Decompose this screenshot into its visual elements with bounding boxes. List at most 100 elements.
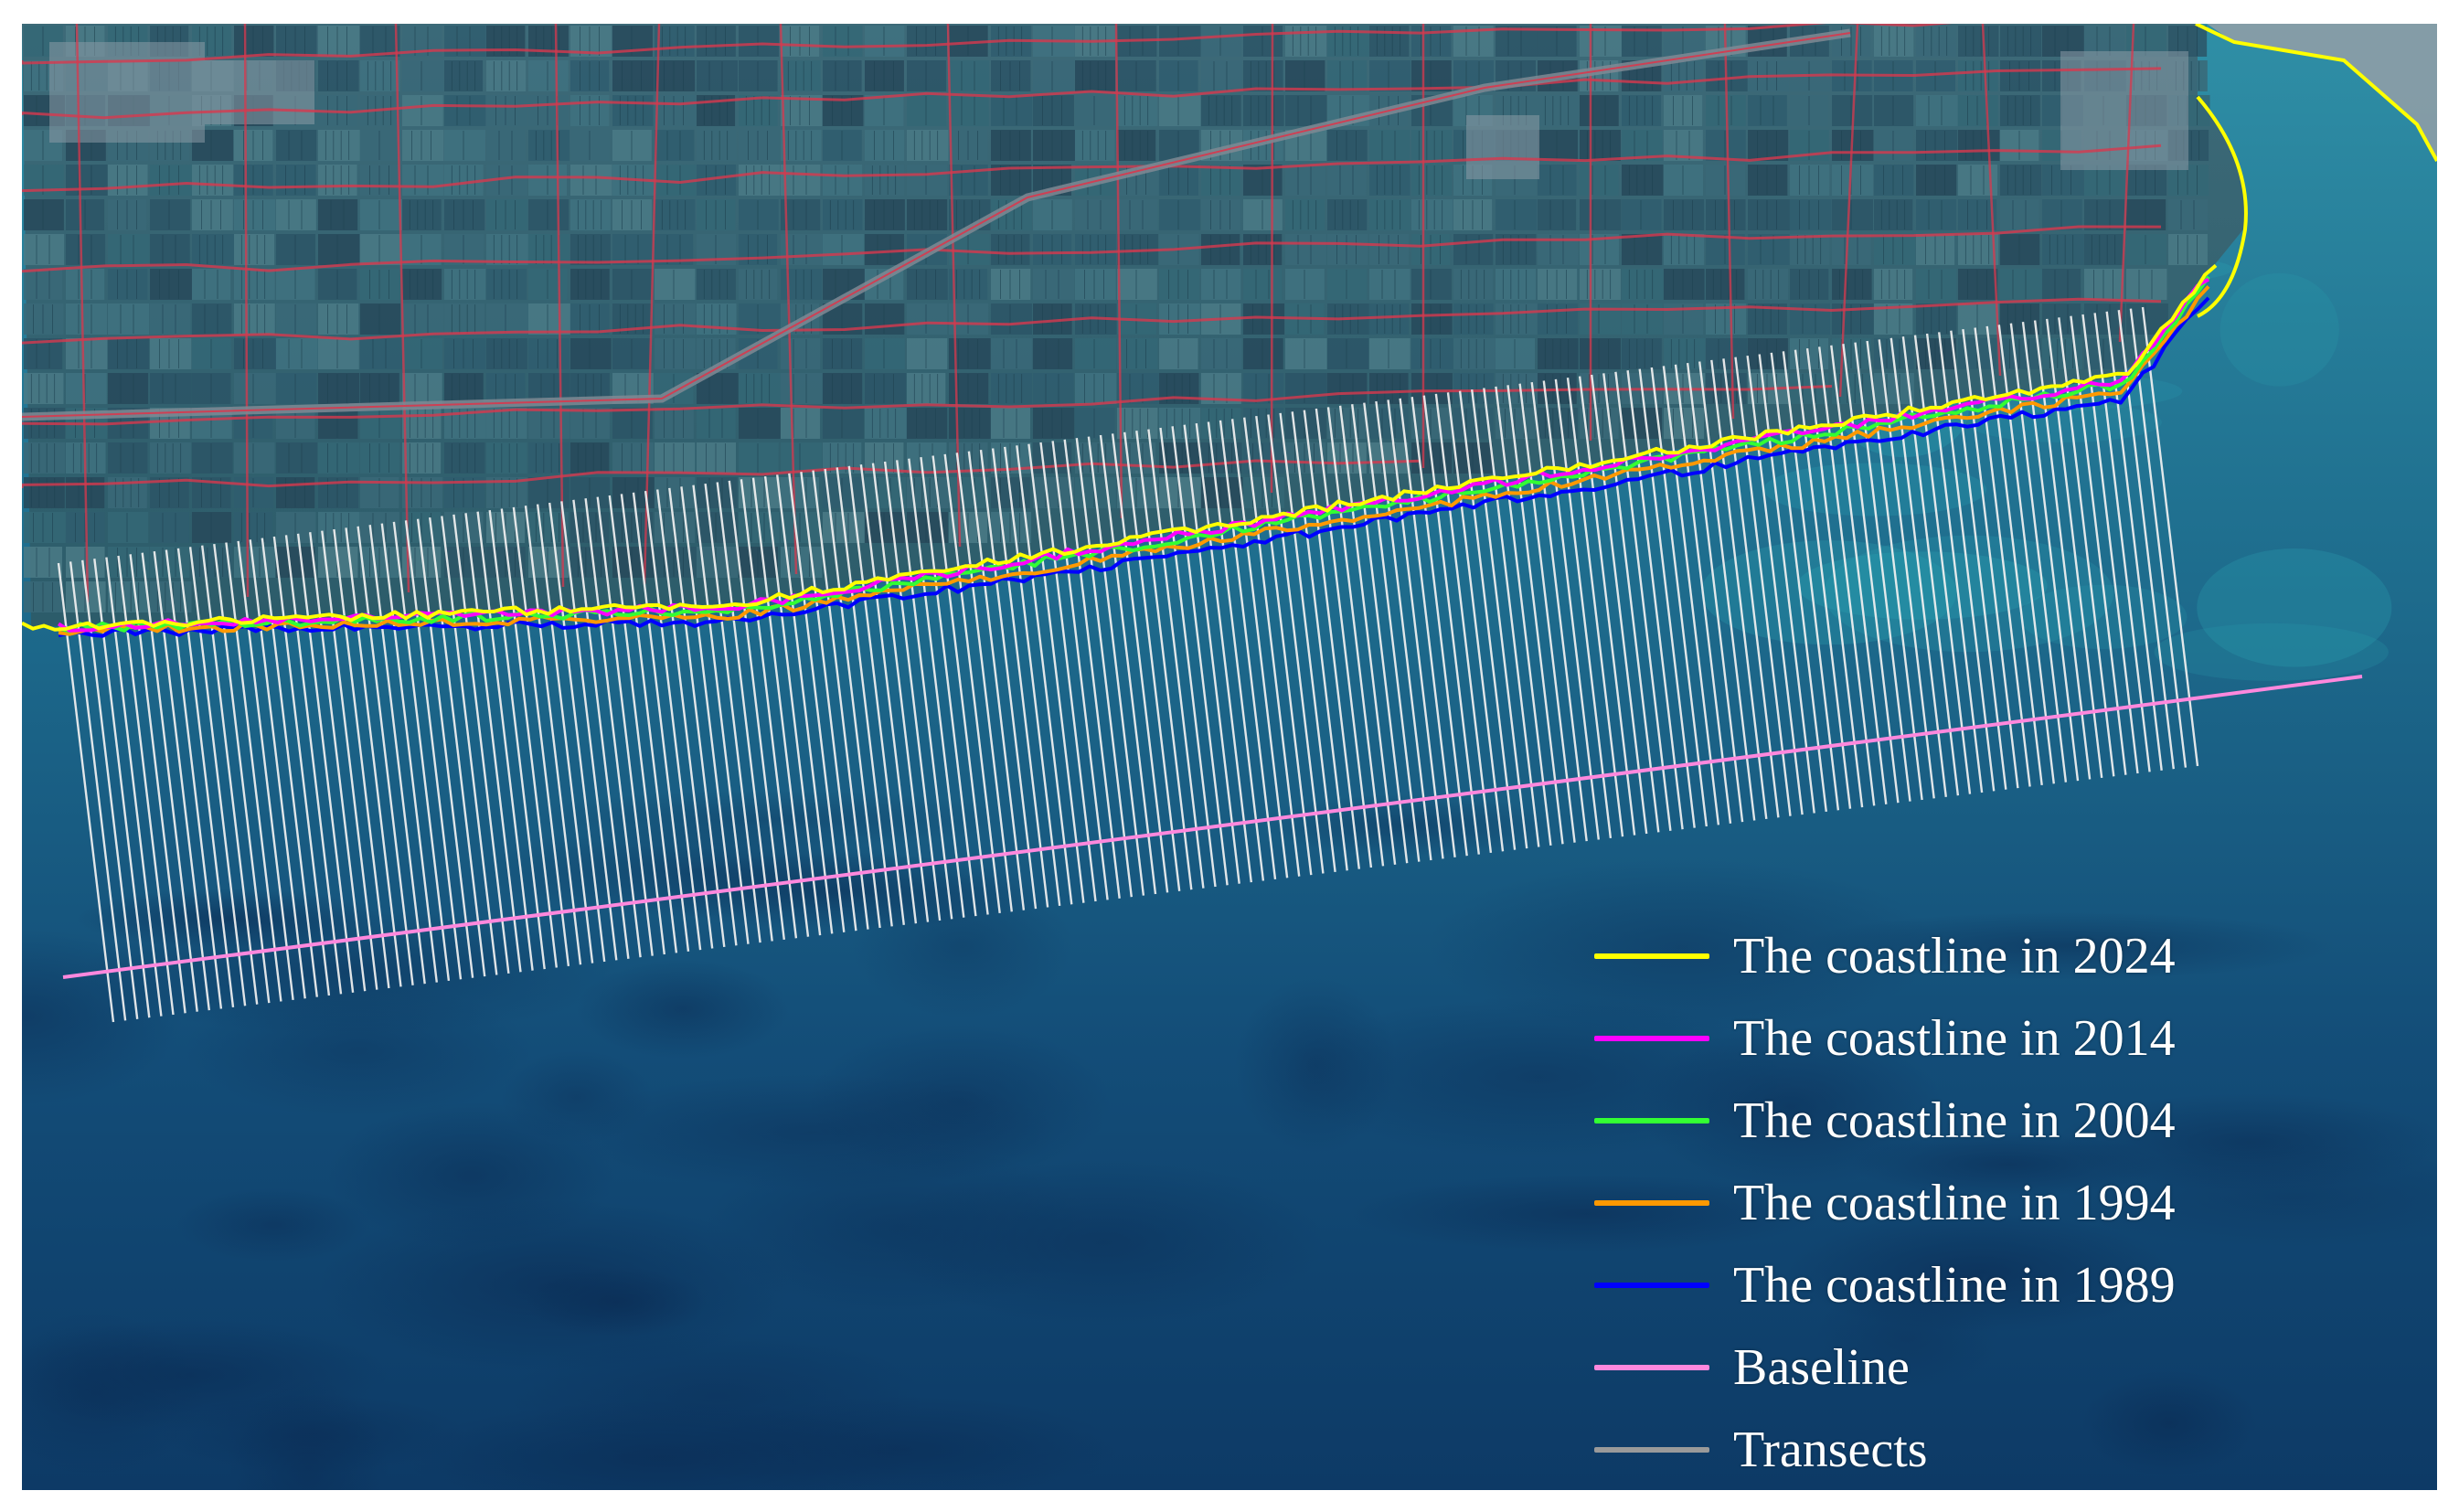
- field-parcel: [865, 165, 905, 196]
- field-parcel: [1706, 130, 1746, 161]
- field-parcel: [444, 373, 484, 404]
- field-parcel: [402, 373, 442, 404]
- transect-line: [512, 506, 570, 967]
- transect-line: [1051, 441, 1109, 900]
- field-parcel: [907, 269, 948, 300]
- field-parcel: [108, 269, 148, 300]
- transect-line: [1027, 443, 1085, 903]
- field-parcel: [1327, 130, 1368, 161]
- field-parcel: [234, 26, 274, 57]
- field-parcel: [486, 130, 526, 161]
- sea-ridge: [1347, 1175, 1825, 1253]
- field-parcel: [2000, 338, 2042, 369]
- legend-label-transects: Transects: [1733, 1421, 1928, 1478]
- field-parcel: [192, 165, 234, 196]
- field-parcel: [1243, 338, 1283, 369]
- legend-item-coastline-1994: The coastline in 1994: [1594, 1166, 2289, 1240]
- field-parcel: [276, 338, 318, 369]
- transect-line: [309, 532, 367, 992]
- field-parcel: [66, 303, 108, 335]
- shallow-patch: [1823, 535, 2113, 653]
- field-parcel: [150, 199, 191, 230]
- field-parcel: [1916, 26, 1957, 57]
- field-parcel: [612, 95, 654, 126]
- transect-line: [1614, 371, 1672, 831]
- sea-ridge: [644, 852, 1037, 931]
- field-parcel: [1201, 26, 1241, 57]
- field-parcel: [108, 512, 149, 543]
- field-parcel: [1075, 60, 1116, 91]
- field-parcel: [2084, 303, 2125, 335]
- field-parcel: [1580, 338, 1621, 369]
- field-parcel: [1748, 130, 1789, 161]
- field-parcel: [991, 60, 1031, 91]
- sea-ridge: [576, 959, 790, 1059]
- field-parcel: [655, 477, 696, 508]
- transect-line: [548, 502, 606, 963]
- field-parcel: [1411, 338, 1453, 369]
- transect-line: [608, 495, 665, 955]
- field-parcel: [1580, 130, 1621, 161]
- field-parcel: [655, 338, 696, 369]
- field-parcel: [1075, 234, 1116, 265]
- field-parcel: [402, 130, 444, 161]
- transect-line: [1387, 399, 1444, 859]
- field-parcel: [823, 60, 862, 91]
- transect-line: [896, 460, 953, 920]
- field-parcel: [486, 26, 526, 57]
- field-parcel: [907, 303, 948, 335]
- field-parcel: [1285, 26, 1327, 57]
- field-parcel: [402, 165, 444, 196]
- transect-line: [1207, 421, 1265, 881]
- field-parcel: [444, 26, 486, 57]
- field-parcel: [318, 512, 360, 543]
- land-field-parcels: [24, 26, 2210, 612]
- field-parcel: [655, 199, 696, 230]
- field-parcel: [486, 60, 527, 91]
- field-parcel: [1243, 26, 1283, 57]
- field-parcel: [1958, 303, 1999, 335]
- field-parcel: [823, 234, 865, 265]
- field-parcel: [781, 373, 823, 404]
- field-parcel: [1411, 303, 1453, 335]
- field-parcel: [528, 303, 570, 335]
- field-parcel: [234, 303, 275, 335]
- satellite-map[interactable]: [22, 24, 2437, 1490]
- transect-line: [1434, 393, 1493, 854]
- field-parcel: [612, 269, 653, 300]
- field-parcel: [318, 130, 360, 161]
- field-parcel: [1159, 95, 1201, 126]
- field-parcel: [1033, 269, 1075, 300]
- field-parcel: [739, 477, 781, 508]
- field-parcel: [66, 165, 108, 196]
- transect-line: [2070, 315, 2127, 775]
- field-parcel: [444, 60, 484, 91]
- sea-ridge: [22, 929, 184, 1104]
- coastline-2024: [22, 263, 2218, 632]
- transect-line: [488, 509, 546, 970]
- field-parcel: [150, 165, 192, 196]
- transect-line: [1602, 373, 1660, 833]
- transect-line: [716, 482, 773, 942]
- canal: [2118, 24, 2135, 343]
- transect-line: [1195, 422, 1252, 883]
- field-parcel: [1580, 269, 1621, 300]
- transect-line: [1351, 404, 1409, 864]
- transect-line: [1291, 411, 1348, 871]
- field-parcel: [949, 477, 989, 508]
- field-parcel: [1958, 26, 1999, 57]
- transect-line: [991, 448, 1049, 908]
- field-parcel: [2042, 269, 2081, 300]
- field-parcel: [1117, 199, 1158, 230]
- field-parcel: [1706, 165, 1746, 196]
- transect-line: [1147, 429, 1205, 889]
- field-parcel: [192, 512, 232, 543]
- field-parcel: [486, 303, 528, 335]
- field-parcel: [150, 373, 192, 404]
- field-parcel: [528, 95, 569, 126]
- field-parcel: [150, 269, 192, 300]
- field-parcel: [1874, 165, 1914, 196]
- field-parcel: [1622, 338, 1662, 369]
- transect-line: [668, 487, 726, 948]
- field-parcel: [697, 512, 738, 543]
